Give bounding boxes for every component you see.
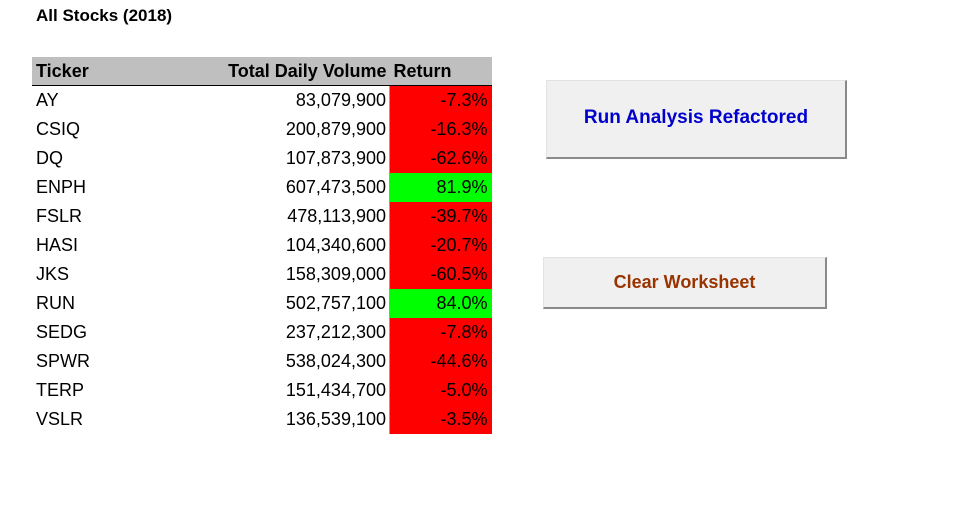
table-row: ENPH 607,473,500 81.9%: [32, 173, 492, 202]
cell-volume[interactable]: 502,757,100: [285, 293, 386, 313]
table-row: DQ 107,873,900 -62.6%: [32, 144, 492, 173]
table-row: TERP 151,434,700 -5.0%: [32, 376, 492, 405]
cell-return[interactable]: 84.0%: [389, 289, 492, 318]
sheet-title: All Stocks (2018): [36, 6, 173, 25]
cell-volume[interactable]: 538,024,300: [285, 351, 386, 371]
table-row: SPWR 538,024,300 -44.6%: [32, 347, 492, 376]
cell-return[interactable]: -62.6%: [389, 144, 492, 173]
cell-volume[interactable]: 158,309,000: [285, 264, 386, 284]
cell-return[interactable]: -7.8%: [389, 318, 492, 347]
cell-ticker[interactable]: CSIQ: [36, 119, 81, 139]
cell-ticker[interactable]: ENPH: [36, 177, 87, 197]
header-volume[interactable]: Total Daily Volume: [208, 57, 390, 86]
table-row: FSLR 478,113,900 -39.7%: [32, 202, 492, 231]
cell-return[interactable]: -60.5%: [389, 260, 492, 289]
table-row: VSLR 136,539,100 -3.5%: [32, 405, 492, 434]
cell-ticker[interactable]: VSLR: [36, 409, 84, 429]
header-ticker[interactable]: Ticker: [32, 57, 208, 86]
cell-ticker[interactable]: AY: [36, 90, 59, 110]
cell-return[interactable]: -3.5%: [389, 405, 492, 434]
stocks-table: Ticker Total Daily Volume Return AY 83,07…: [32, 57, 492, 434]
cell-return[interactable]: -44.6%: [389, 347, 492, 376]
cell-return[interactable]: -16.3%: [389, 115, 492, 144]
cell-ticker[interactable]: TERP: [36, 380, 85, 400]
clear-worksheet-button[interactable]: Clear Worksheet: [543, 257, 827, 309]
cell-ticker[interactable]: JKS: [36, 264, 70, 284]
table-row: SEDG 237,212,300 -7.8%: [32, 318, 492, 347]
cell-volume[interactable]: 478,113,900: [287, 206, 386, 226]
cell-volume[interactable]: 83,079,900: [295, 90, 386, 110]
cell-return[interactable]: -7.3%: [389, 85, 492, 115]
cell-volume[interactable]: 237,212,300: [285, 322, 386, 342]
table-row: JKS 158,309,000 -60.5%: [32, 260, 492, 289]
cell-ticker[interactable]: HASI: [36, 235, 79, 255]
cell-return[interactable]: -39.7%: [389, 202, 492, 231]
cell-ticker[interactable]: FSLR: [36, 206, 83, 226]
cell-ticker[interactable]: RUN: [36, 293, 75, 313]
cell-volume[interactable]: 107,873,900: [285, 148, 386, 168]
table-row: RUN 502,757,100 84.0%: [32, 289, 492, 318]
header-return[interactable]: Return: [389, 57, 492, 86]
cell-return[interactable]: -5.0%: [389, 376, 492, 405]
cell-volume[interactable]: 607,473,500: [285, 177, 386, 197]
cell-volume[interactable]: 104,340,600: [285, 235, 386, 255]
cell-return[interactable]: 81.9%: [389, 173, 492, 202]
run-analysis-button[interactable]: Run Analysis Refactored: [546, 80, 847, 159]
cell-volume[interactable]: 136,539,100: [285, 409, 386, 429]
table-row: HASI 104,340,600 -20.7%: [32, 231, 492, 260]
cell-ticker[interactable]: SEDG: [36, 322, 88, 342]
table-row: AY 83,079,900 -7.3%: [32, 85, 492, 115]
cell-volume[interactable]: 151,434,700: [285, 380, 386, 400]
table-row: CSIQ 200,879,900 -16.3%: [32, 115, 492, 144]
cell-ticker[interactable]: DQ: [36, 148, 63, 168]
cell-ticker[interactable]: SPWR: [36, 351, 90, 371]
table-body: AY 83,079,900 -7.3% CSIQ 200,879,900 -16.3% DQ…: [32, 85, 492, 434]
cell-return[interactable]: -20.7%: [389, 231, 492, 260]
table-header-row: Ticker Total Daily Volume Return: [32, 57, 492, 86]
cell-volume[interactable]: 200,879,900: [285, 119, 386, 139]
